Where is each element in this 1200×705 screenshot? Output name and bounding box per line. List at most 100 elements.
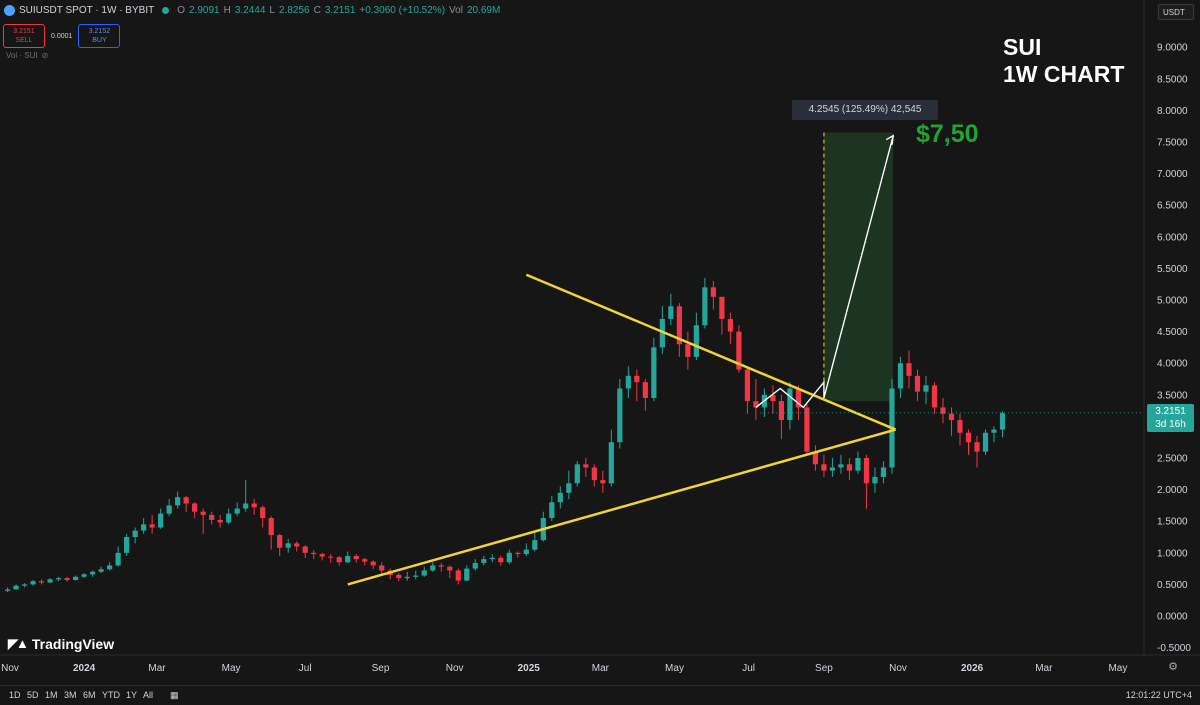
sell-price: 3.2151 (13, 28, 35, 35)
timeframe-1y[interactable]: 1Y (126, 690, 138, 700)
candle-body (532, 540, 538, 550)
y-tick-label: 8.0000 (1157, 106, 1188, 117)
utc-clock[interactable]: 12:01:22 UTC+4 (1125, 690, 1192, 700)
settings-gear-icon[interactable]: ⚙ (1168, 661, 1178, 673)
x-tick-label: Nov (446, 663, 464, 674)
candle-body (914, 375, 921, 392)
ohlc-close: 3.2151 (324, 5, 356, 16)
y-tick-label: 9.0000 (1157, 43, 1188, 54)
candle-body (778, 401, 785, 421)
candle-body (600, 480, 606, 484)
candle-body (455, 570, 461, 581)
timeframe-3m[interactable]: 3M (64, 690, 77, 700)
ohlc-high-label: H (223, 5, 231, 16)
candle-body (277, 535, 283, 548)
x-tick-label: 2026 (961, 663, 984, 674)
timeframe-ytd[interactable]: YTD (102, 690, 120, 700)
target-price-label: $7,50 (916, 120, 979, 148)
y-tick-label: 1.5000 (1157, 517, 1188, 528)
candle-body (727, 318, 733, 332)
y-tick-label: 3.5000 (1157, 390, 1188, 401)
date-range-calendar-icon[interactable]: ▦ (170, 690, 179, 700)
candle-body (226, 513, 232, 523)
candle-body (4, 589, 11, 591)
candle-body (183, 497, 189, 504)
candle-body (574, 464, 580, 484)
candle-body (804, 407, 810, 452)
candle-body (141, 524, 147, 531)
timeframe-all[interactable]: All (143, 690, 154, 700)
measure-tooltip: 4.2545 (125.49%) 42,545 (792, 100, 938, 120)
eye-hidden-icon[interactable]: ⊘ (41, 51, 49, 60)
candle-body (149, 524, 155, 528)
candle-body (736, 331, 742, 370)
y-tick-label: 7.5000 (1157, 138, 1188, 149)
candle-body (430, 565, 436, 571)
candle-body (617, 388, 623, 443)
candle-body (107, 565, 113, 570)
x-tick-label: Sep (372, 663, 390, 674)
x-tick-label: May (1108, 663, 1127, 674)
x-tick-label: Mar (592, 663, 610, 674)
candle-body (880, 467, 887, 477)
bar-countdown: 3d 16h (1155, 419, 1186, 430)
candle-body (472, 562, 478, 569)
tradingview-logo[interactable]: ◤▲ TradingView (8, 636, 114, 652)
candle-body (948, 413, 955, 421)
candle-body (294, 543, 300, 547)
symbol-title[interactable]: SUIUSDT SPOT · 1W · BYBIT (19, 5, 155, 16)
sell-button[interactable]: 3.2151 SELL (3, 24, 45, 48)
candle-body (923, 385, 929, 392)
y-tick-label: 5.5000 (1157, 264, 1188, 275)
candle-body (175, 497, 181, 506)
candle-body (268, 518, 274, 536)
candle-body (583, 464, 589, 468)
candle-body (693, 325, 699, 357)
ohlc-close-label: C (313, 5, 321, 16)
candle-body (566, 483, 572, 493)
candle-body (319, 554, 325, 557)
candle-body (73, 576, 79, 580)
currency-selector[interactable]: USDT (1158, 4, 1194, 20)
volume-indicator-row[interactable]: Vol · SUI ⊘ (6, 51, 48, 60)
timeframe-5d[interactable]: 5D (27, 690, 39, 700)
y-tick-label: 6.0000 (1157, 232, 1188, 243)
candle-body (285, 543, 291, 548)
candle-body (47, 579, 53, 583)
y-tick-label: 6.5000 (1157, 201, 1188, 212)
buy-button[interactable]: 3.2152 BUY (78, 24, 121, 48)
y-tick-label: 2.0000 (1157, 485, 1188, 496)
candle-body (676, 306, 682, 345)
ohlc-change: +0.3060 (+10.52%) (359, 5, 446, 16)
candle-body (200, 511, 206, 515)
candle-body (370, 561, 376, 566)
candle-body (90, 571, 96, 575)
x-tick-label: May (665, 663, 684, 674)
candle-body (421, 570, 427, 576)
candle-body (515, 552, 521, 555)
candle-body (829, 467, 836, 471)
candle-body (260, 507, 266, 519)
volume-indicator-label: Vol · SUI (6, 51, 38, 60)
annotation-title-line1: SUI (1003, 34, 1042, 60)
candle-body (158, 513, 164, 528)
candle-body (30, 581, 36, 585)
candle-body (506, 552, 512, 563)
candle-body (481, 559, 487, 563)
x-tick-label: Mar (148, 663, 166, 674)
ohlc-low: 2.8256 (278, 5, 310, 16)
timeframe-6m[interactable]: 6M (83, 690, 96, 700)
buy-price: 3.2152 (88, 28, 111, 35)
candle-body (396, 574, 402, 579)
candle-body (489, 557, 495, 560)
x-tick-label: Mar (1035, 663, 1053, 674)
candle-body (651, 347, 657, 398)
chart-annotation-title: SUI 1W CHART (1003, 34, 1124, 88)
projection-path (755, 135, 894, 409)
timeframe-1m[interactable]: 1M (45, 690, 58, 700)
market-status-icon (162, 7, 170, 14)
projection-arrowhead (885, 134, 895, 145)
spread-value: 0.0001 (51, 32, 73, 40)
timeframe-1d[interactable]: 1D (9, 690, 21, 700)
